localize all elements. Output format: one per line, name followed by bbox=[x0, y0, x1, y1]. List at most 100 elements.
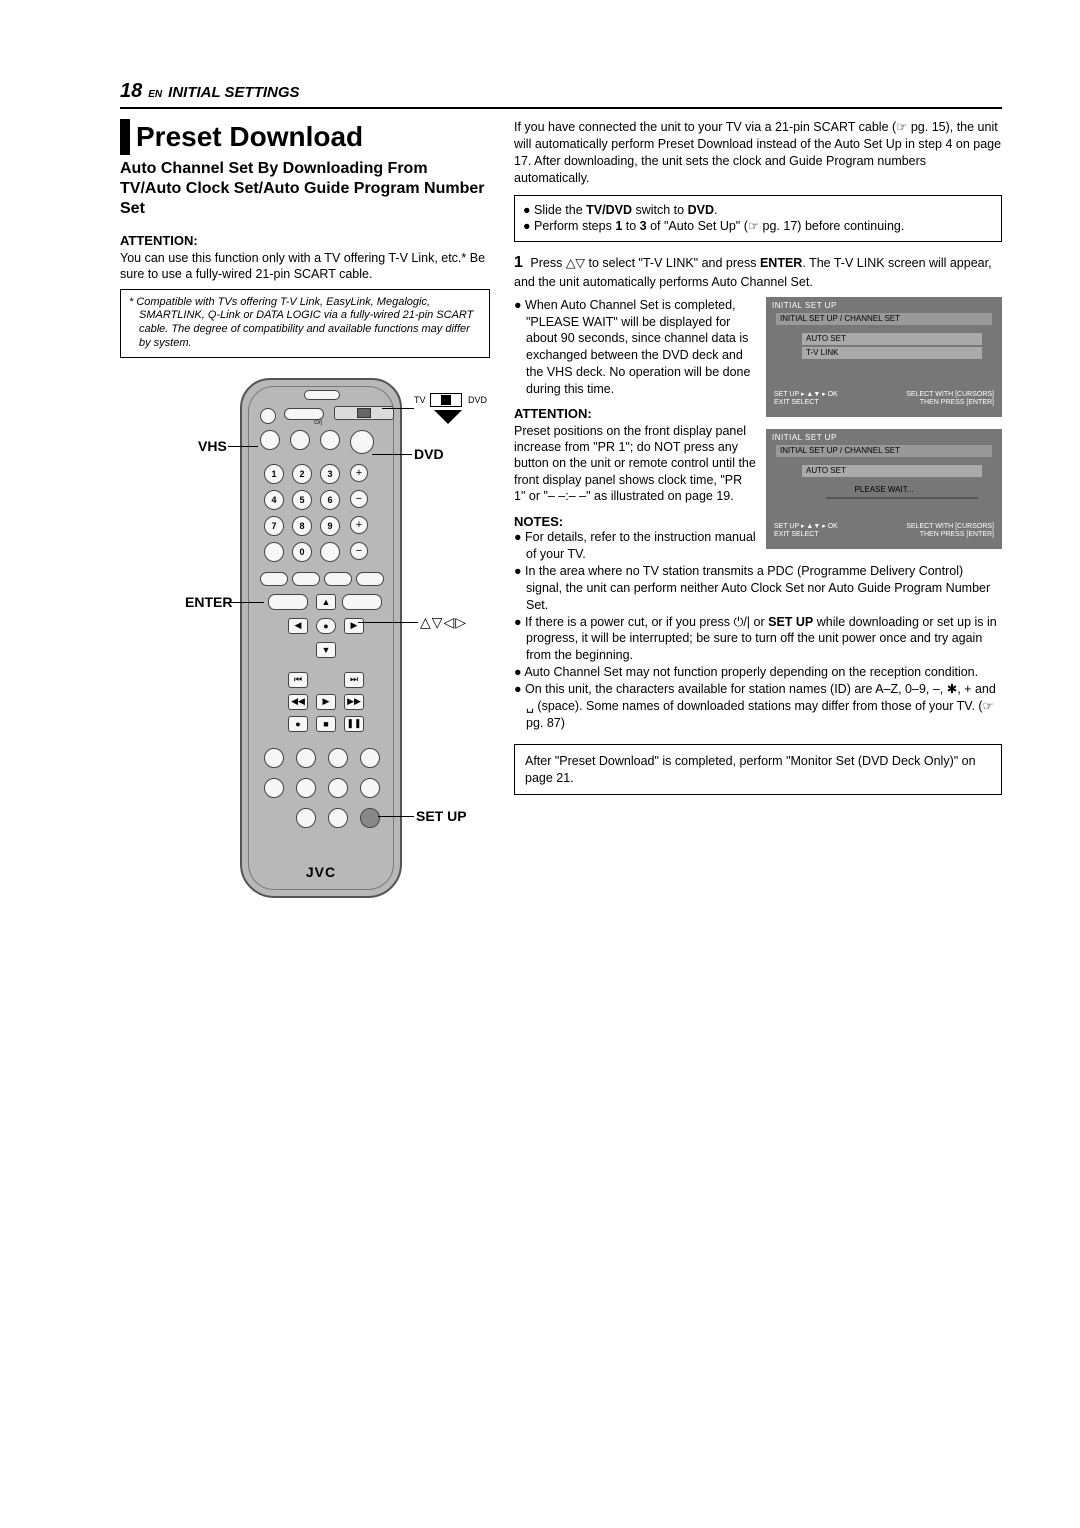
remote-btn bbox=[320, 542, 340, 562]
screen1-row2-text: T-V LINK bbox=[806, 348, 838, 357]
remote-btn bbox=[328, 808, 348, 828]
attention-body: You can use this function only with a TV… bbox=[120, 250, 490, 283]
remote-btn bbox=[260, 430, 280, 450]
remote-small-btn bbox=[284, 408, 324, 420]
plus-btn: + bbox=[350, 516, 368, 534]
ff-btn: ▶▶ bbox=[344, 694, 364, 710]
remote-pill-btn bbox=[260, 572, 288, 586]
screen-preview-1: INITIAL SET UP INITIAL SET UP / CHANNEL … bbox=[766, 297, 1002, 417]
dpad-center: ● bbox=[316, 618, 336, 634]
setup-label: SET UP bbox=[416, 808, 467, 824]
leader-line bbox=[228, 602, 264, 603]
num-0: 0 bbox=[292, 542, 312, 562]
footnote-text: * Compatible with TVs offering T-V Link,… bbox=[129, 296, 481, 351]
box1-line: ● Slide the TV/DVD switch to DVD. bbox=[523, 202, 993, 219]
enter-label: ENTER bbox=[185, 594, 232, 610]
num-6: 6 bbox=[320, 490, 340, 510]
box1-line: ● Perform steps 1 to 3 of "Auto Set Up" … bbox=[523, 218, 993, 235]
prev-btn: ⏮ bbox=[288, 672, 308, 688]
num-7: 7 bbox=[264, 516, 284, 536]
remote-pill-btn bbox=[292, 572, 320, 586]
leader-line bbox=[378, 816, 414, 817]
num-4: 4 bbox=[264, 490, 284, 510]
next-btn: ⏭ bbox=[344, 672, 364, 688]
page-subtitle: Auto Channel Set By Downloading From TV/… bbox=[120, 159, 490, 219]
screen2-progress bbox=[826, 497, 978, 499]
remote-btn bbox=[264, 542, 284, 562]
dpad-up: ▲ bbox=[316, 594, 336, 610]
note-item: ● On this unit, the characters available… bbox=[514, 681, 1002, 732]
minus-btn: − bbox=[350, 542, 368, 560]
footnote-box: * Compatible with TVs offering T-V Link,… bbox=[120, 289, 490, 358]
attention2-body: Preset positions on the front display pa… bbox=[514, 423, 756, 504]
completion-box: After "Preset Download" is completed, pe… bbox=[514, 744, 1002, 796]
down-arrow-icon bbox=[434, 410, 462, 424]
page-number: 18 bbox=[120, 80, 142, 103]
remote-pill-btn bbox=[324, 572, 352, 586]
screen2-row1-text: AUTO SET bbox=[806, 466, 846, 475]
plus-btn: + bbox=[350, 464, 368, 482]
remote-btn bbox=[264, 778, 284, 798]
screen-preview-2: INITIAL SET UP INITIAL SET UP / CHANNEL … bbox=[766, 429, 1002, 549]
intro-paragraph: If you have connected the unit to your T… bbox=[514, 119, 1002, 187]
dpad-right: ▶ bbox=[344, 618, 364, 634]
note-item: ● For details, refer to the instruction … bbox=[514, 529, 756, 563]
note-item: ● In the area where no TV station transm… bbox=[514, 563, 1002, 614]
slider-box-icon bbox=[430, 393, 462, 407]
pause-btn: ❚❚ bbox=[344, 716, 364, 732]
slider-dvd-label: DVD bbox=[468, 395, 487, 405]
minus-btn: − bbox=[350, 490, 368, 508]
remote-btn bbox=[264, 748, 284, 768]
num-8: 8 bbox=[292, 516, 312, 536]
remote-diagram: ⏻/| 1 2 3 + 4 5 6 − 7 8 bbox=[240, 378, 402, 898]
screen2-bar-text: INITIAL SET UP / CHANNEL SET bbox=[780, 446, 900, 455]
remote-btn bbox=[328, 748, 348, 768]
remote-btn bbox=[296, 748, 316, 768]
remote-btn bbox=[290, 430, 310, 450]
screen1-top: INITIAL SET UP bbox=[772, 301, 837, 310]
step-number: 1 bbox=[514, 252, 523, 274]
rew-btn: ◀◀ bbox=[288, 694, 308, 710]
remote-pill-btn bbox=[342, 594, 382, 610]
power-label: ⏻/| bbox=[314, 420, 322, 427]
enter-btn bbox=[268, 594, 308, 610]
attention2-heading: ATTENTION: bbox=[514, 406, 756, 421]
play-btn: ▶ bbox=[316, 694, 336, 710]
num-9: 9 bbox=[320, 516, 340, 536]
screen2-footer-r: SELECT WITH [CURSORS]THEN PRESS [ENTER] bbox=[906, 523, 994, 538]
title-marker bbox=[120, 119, 130, 155]
vhs-label: VHS bbox=[198, 438, 227, 454]
arrow-glyphs-label: △▽◁▷ bbox=[420, 614, 467, 631]
jvc-logo: JVC bbox=[306, 864, 336, 880]
dvd-label: DVD bbox=[414, 446, 444, 462]
note-item: ● If there is a power cut, or if you pre… bbox=[514, 614, 1002, 665]
lang-label: EN bbox=[148, 89, 162, 100]
screen1-bar-text: INITIAL SET UP / CHANNEL SET bbox=[780, 314, 900, 323]
dpad-left: ◀ bbox=[288, 618, 308, 634]
screen1-row1-text: AUTO SET bbox=[806, 334, 846, 343]
num-3: 3 bbox=[320, 464, 340, 484]
rec-btn: ● bbox=[288, 716, 308, 732]
remote-btn bbox=[320, 430, 340, 450]
remote-btn bbox=[328, 778, 348, 798]
remote-btn bbox=[296, 778, 316, 798]
remote-ir-window bbox=[304, 390, 340, 400]
note-item: ● Auto Channel Set may not function prop… bbox=[514, 664, 1002, 681]
leader-line bbox=[372, 454, 412, 455]
dpad-down: ▼ bbox=[316, 642, 336, 658]
stop-btn: ■ bbox=[316, 716, 336, 732]
step-prereq-box: ● Slide the TV/DVD switch to DVD. ● Perf… bbox=[514, 195, 1002, 243]
screen2-footer-l: SET UP ▸ ▲▼ ▸ OKEXIT SELECT bbox=[774, 523, 838, 538]
leader-line bbox=[382, 408, 414, 409]
screen2-top: INITIAL SET UP bbox=[772, 433, 837, 442]
remote-btn bbox=[360, 748, 380, 768]
notes-heading: NOTES: bbox=[514, 514, 756, 529]
page-title: Preset Download bbox=[136, 121, 363, 153]
remote-power-btn bbox=[350, 430, 374, 454]
leader-line bbox=[228, 446, 258, 447]
attention-heading: ATTENTION: bbox=[120, 233, 490, 248]
num-1: 1 bbox=[264, 464, 284, 484]
screen1-footer-l: SET UP ▸ ▲▼ ▸ OKEXIT SELECT bbox=[774, 391, 838, 406]
setup-btn bbox=[360, 808, 380, 828]
remote-pill-btn bbox=[356, 572, 384, 586]
